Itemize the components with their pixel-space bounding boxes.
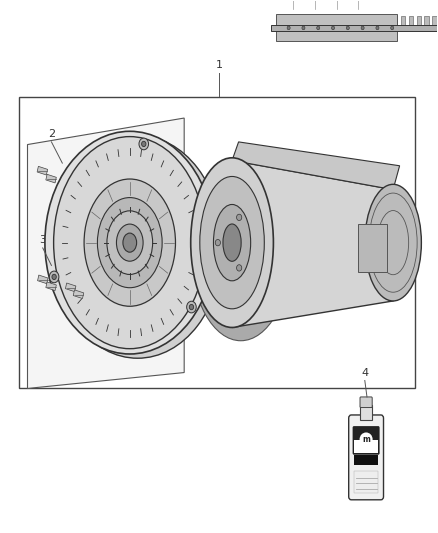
Bar <box>354 455 378 465</box>
Bar <box>322 16 327 28</box>
Ellipse shape <box>237 214 242 221</box>
Bar <box>271 25 438 30</box>
Ellipse shape <box>237 265 242 271</box>
Bar <box>370 16 374 28</box>
Bar <box>19 97 415 389</box>
Ellipse shape <box>213 205 251 281</box>
Bar <box>283 16 288 28</box>
Ellipse shape <box>302 26 305 30</box>
Ellipse shape <box>84 179 176 306</box>
Bar <box>401 16 405 28</box>
Bar <box>338 16 343 28</box>
Ellipse shape <box>346 26 350 30</box>
Ellipse shape <box>191 160 291 341</box>
Bar <box>307 16 311 28</box>
Bar <box>393 16 397 28</box>
Text: m: m <box>362 435 370 444</box>
Polygon shape <box>28 118 184 389</box>
Ellipse shape <box>200 176 264 309</box>
Bar <box>37 166 48 175</box>
Ellipse shape <box>365 184 421 301</box>
Bar <box>330 16 335 28</box>
Bar <box>299 16 304 28</box>
Bar <box>378 16 382 28</box>
Bar <box>385 16 390 28</box>
Ellipse shape <box>332 26 335 30</box>
Text: 3: 3 <box>39 235 46 245</box>
Ellipse shape <box>391 26 394 30</box>
Polygon shape <box>232 160 393 327</box>
Ellipse shape <box>360 432 373 446</box>
Bar <box>358 224 387 272</box>
Ellipse shape <box>287 26 290 30</box>
Bar <box>346 16 350 28</box>
Ellipse shape <box>191 158 273 327</box>
Bar <box>65 283 76 292</box>
Bar <box>46 282 57 290</box>
Ellipse shape <box>141 141 146 147</box>
Polygon shape <box>232 142 399 190</box>
Bar <box>424 16 429 28</box>
Bar <box>432 16 437 28</box>
Bar <box>276 16 280 28</box>
Ellipse shape <box>139 138 148 150</box>
Ellipse shape <box>376 26 379 30</box>
FancyBboxPatch shape <box>360 397 372 408</box>
Bar <box>354 16 358 28</box>
Text: 4: 4 <box>361 368 368 378</box>
Ellipse shape <box>187 301 196 313</box>
Ellipse shape <box>317 26 320 30</box>
FancyBboxPatch shape <box>349 415 384 500</box>
Text: 1: 1 <box>215 60 223 70</box>
Ellipse shape <box>45 131 215 354</box>
Bar <box>38 275 48 284</box>
Bar <box>315 16 319 28</box>
Ellipse shape <box>223 224 241 261</box>
Ellipse shape <box>53 136 206 349</box>
Bar <box>46 174 57 183</box>
Ellipse shape <box>53 135 223 358</box>
Bar <box>276 13 397 41</box>
FancyBboxPatch shape <box>353 426 380 455</box>
Bar <box>362 16 366 28</box>
Text: 2: 2 <box>48 129 55 139</box>
Bar <box>73 290 84 298</box>
Ellipse shape <box>52 274 57 280</box>
Bar <box>360 406 372 420</box>
Ellipse shape <box>107 211 152 274</box>
Ellipse shape <box>189 304 194 310</box>
Ellipse shape <box>49 271 59 282</box>
Ellipse shape <box>117 224 143 261</box>
Ellipse shape <box>215 239 220 246</box>
Ellipse shape <box>97 198 162 288</box>
Bar <box>291 16 296 28</box>
Bar <box>354 440 378 453</box>
Bar <box>409 16 413 28</box>
Bar <box>354 471 378 494</box>
Ellipse shape <box>123 233 137 252</box>
Ellipse shape <box>361 26 364 30</box>
Bar <box>417 16 421 28</box>
